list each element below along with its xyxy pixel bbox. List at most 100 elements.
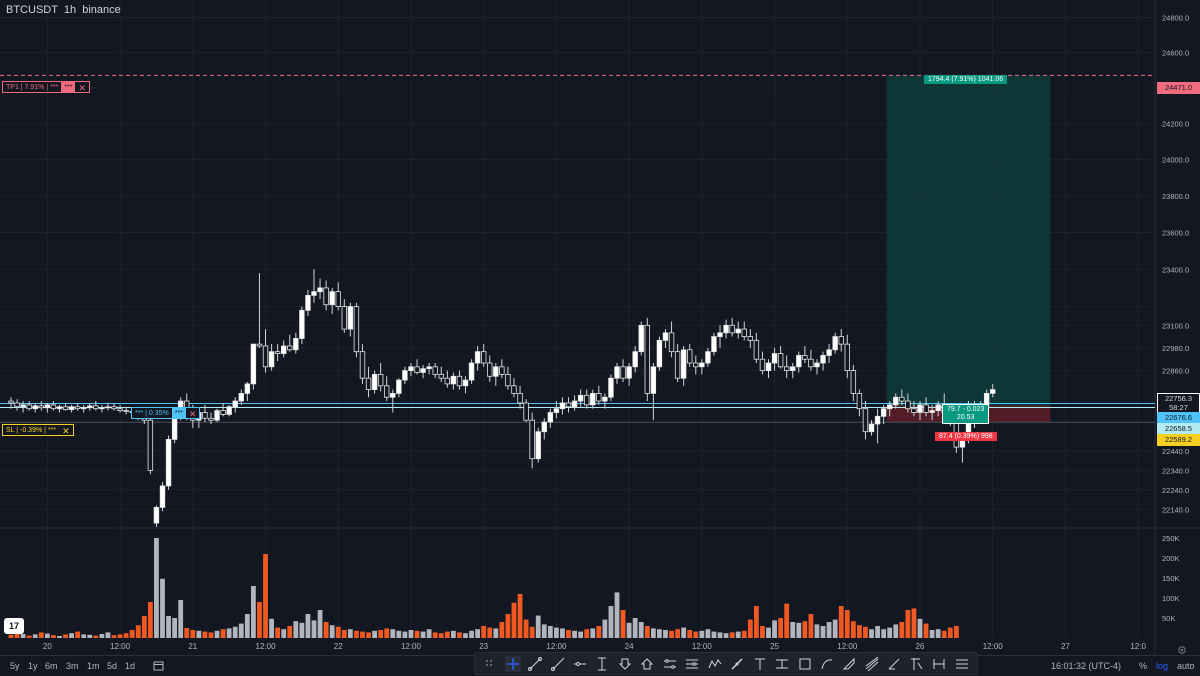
volume-bar (614, 592, 620, 638)
volume-bar (632, 618, 638, 638)
trend-line-icon[interactable] (527, 656, 543, 672)
tf-1d[interactable]: 1d (125, 661, 136, 671)
volume-bar (226, 628, 232, 638)
candle-body (935, 404, 941, 412)
tf-1m[interactable]: 1m (87, 661, 100, 671)
log-toggle[interactable]: log (1156, 661, 1169, 671)
arrow-down-icon[interactable] (617, 656, 633, 672)
price-range-icon[interactable] (774, 656, 790, 672)
candle-body (62, 406, 69, 411)
tf-5d[interactable]: 5d (107, 661, 118, 671)
measure-icon[interactable] (909, 656, 925, 672)
clock[interactable]: 16:01:32 (UTC-4) (1051, 661, 1122, 671)
candle-body (274, 351, 281, 354)
entry-close-icon[interactable]: ✕ (188, 409, 197, 419)
price-tick-label: 22440.0 (1162, 447, 1189, 456)
vertical-line-icon[interactable] (594, 656, 610, 672)
candle-body (923, 404, 929, 413)
time-tick-label: 12:00 (983, 642, 1004, 651)
time-tick-label: 12:00 (692, 642, 713, 651)
parallel-channel-icon[interactable] (662, 656, 678, 672)
tf-6m[interactable]: 6m (45, 661, 58, 671)
rectangle-icon[interactable] (797, 656, 813, 672)
entry-stars: *** (171, 408, 186, 418)
volume-bar (941, 630, 947, 638)
volume-bar (20, 634, 26, 638)
position-mid-label[interactable]: 79.7 - 0.023 20.53 (942, 404, 990, 424)
candle-body (687, 349, 693, 364)
percent-toggle[interactable]: % (1139, 661, 1148, 671)
tf-3m[interactable]: 3m (66, 661, 79, 671)
candle-body (202, 412, 208, 419)
volume-bar (505, 614, 511, 638)
date-range-icon[interactable] (931, 656, 947, 672)
volume-bar (820, 626, 826, 638)
tp-close-icon[interactable]: ✕ (78, 83, 87, 93)
tradingview-logo[interactable]: 17 (4, 618, 24, 634)
candle-body (444, 377, 451, 385)
tp-order-label[interactable]: TP1 | 7.91% | *** *** ✕ (2, 81, 91, 93)
entry-order-label[interactable]: *** | 0.35% *** ✕ (131, 407, 201, 419)
brush-icon[interactable] (841, 656, 857, 672)
move-icon[interactable] (482, 656, 498, 672)
zigzag-icon[interactable] (707, 656, 723, 672)
curve-icon[interactable] (819, 656, 835, 672)
sl-order-label[interactable]: SL | -0.39% | *** ✕ (2, 424, 74, 436)
candle-body (56, 406, 63, 410)
candle-body (880, 408, 887, 417)
candle-body (911, 408, 917, 413)
candle-body (638, 324, 644, 353)
candle-body (820, 355, 826, 364)
ray-icon[interactable] (550, 656, 566, 672)
candle-body (893, 396, 899, 406)
candle-body (438, 373, 444, 379)
candle-body (499, 366, 505, 375)
arrow-up-icon[interactable] (639, 656, 655, 672)
drawing-toolbar (474, 652, 978, 675)
crosshair-icon[interactable] (504, 655, 521, 672)
candle-body (262, 345, 269, 368)
entry-label-text: *** | 0.35% (135, 410, 169, 417)
price-tick-label: 22240.0 (1162, 486, 1189, 495)
volume-bar (511, 602, 517, 638)
candle-body (814, 362, 820, 368)
volume-bar (747, 619, 753, 638)
volume-bar (469, 630, 474, 638)
volume-bar (44, 633, 50, 638)
tf-5y[interactable]: 5y (10, 661, 20, 671)
volume-bar (487, 627, 493, 638)
volume-bar (341, 630, 347, 638)
profit-zone[interactable] (886, 75, 1051, 406)
candle-body (329, 291, 335, 306)
volume-tick-label: 200K (1162, 554, 1180, 563)
candle-body (480, 351, 487, 364)
auto-toggle[interactable]: auto (1177, 661, 1195, 671)
sl-close-icon[interactable]: ✕ (62, 426, 70, 436)
settings-icon[interactable] (1177, 642, 1187, 654)
volume-bar (875, 626, 880, 638)
candle-body (584, 394, 590, 406)
candle-body (868, 423, 875, 433)
volume-bar (869, 629, 874, 638)
volume-bar (953, 626, 959, 638)
candle-body (305, 294, 311, 311)
volume-bar (426, 629, 432, 638)
price-tick-label: 24200.0 (1162, 120, 1189, 129)
price-tick-label: 24800.0 (1162, 13, 1189, 22)
candle-body (487, 362, 493, 377)
regression-icon[interactable] (684, 656, 700, 672)
xabcd-icon[interactable] (729, 656, 745, 672)
price-tick-label: 22860.0 (1162, 367, 1189, 376)
horizontal-line-icon[interactable] (572, 656, 588, 672)
candle-body (711, 336, 717, 353)
volume-bar (269, 618, 274, 638)
tf-1y[interactable]: 1y (28, 661, 38, 671)
volume-bar (554, 627, 559, 638)
menu-icon[interactable] (954, 656, 970, 672)
path-icon[interactable] (886, 656, 902, 672)
goto-date-icon[interactable] (153, 660, 164, 673)
volume-bar (766, 627, 771, 638)
fib-icon[interactable] (864, 656, 880, 672)
text-icon[interactable] (752, 656, 768, 672)
